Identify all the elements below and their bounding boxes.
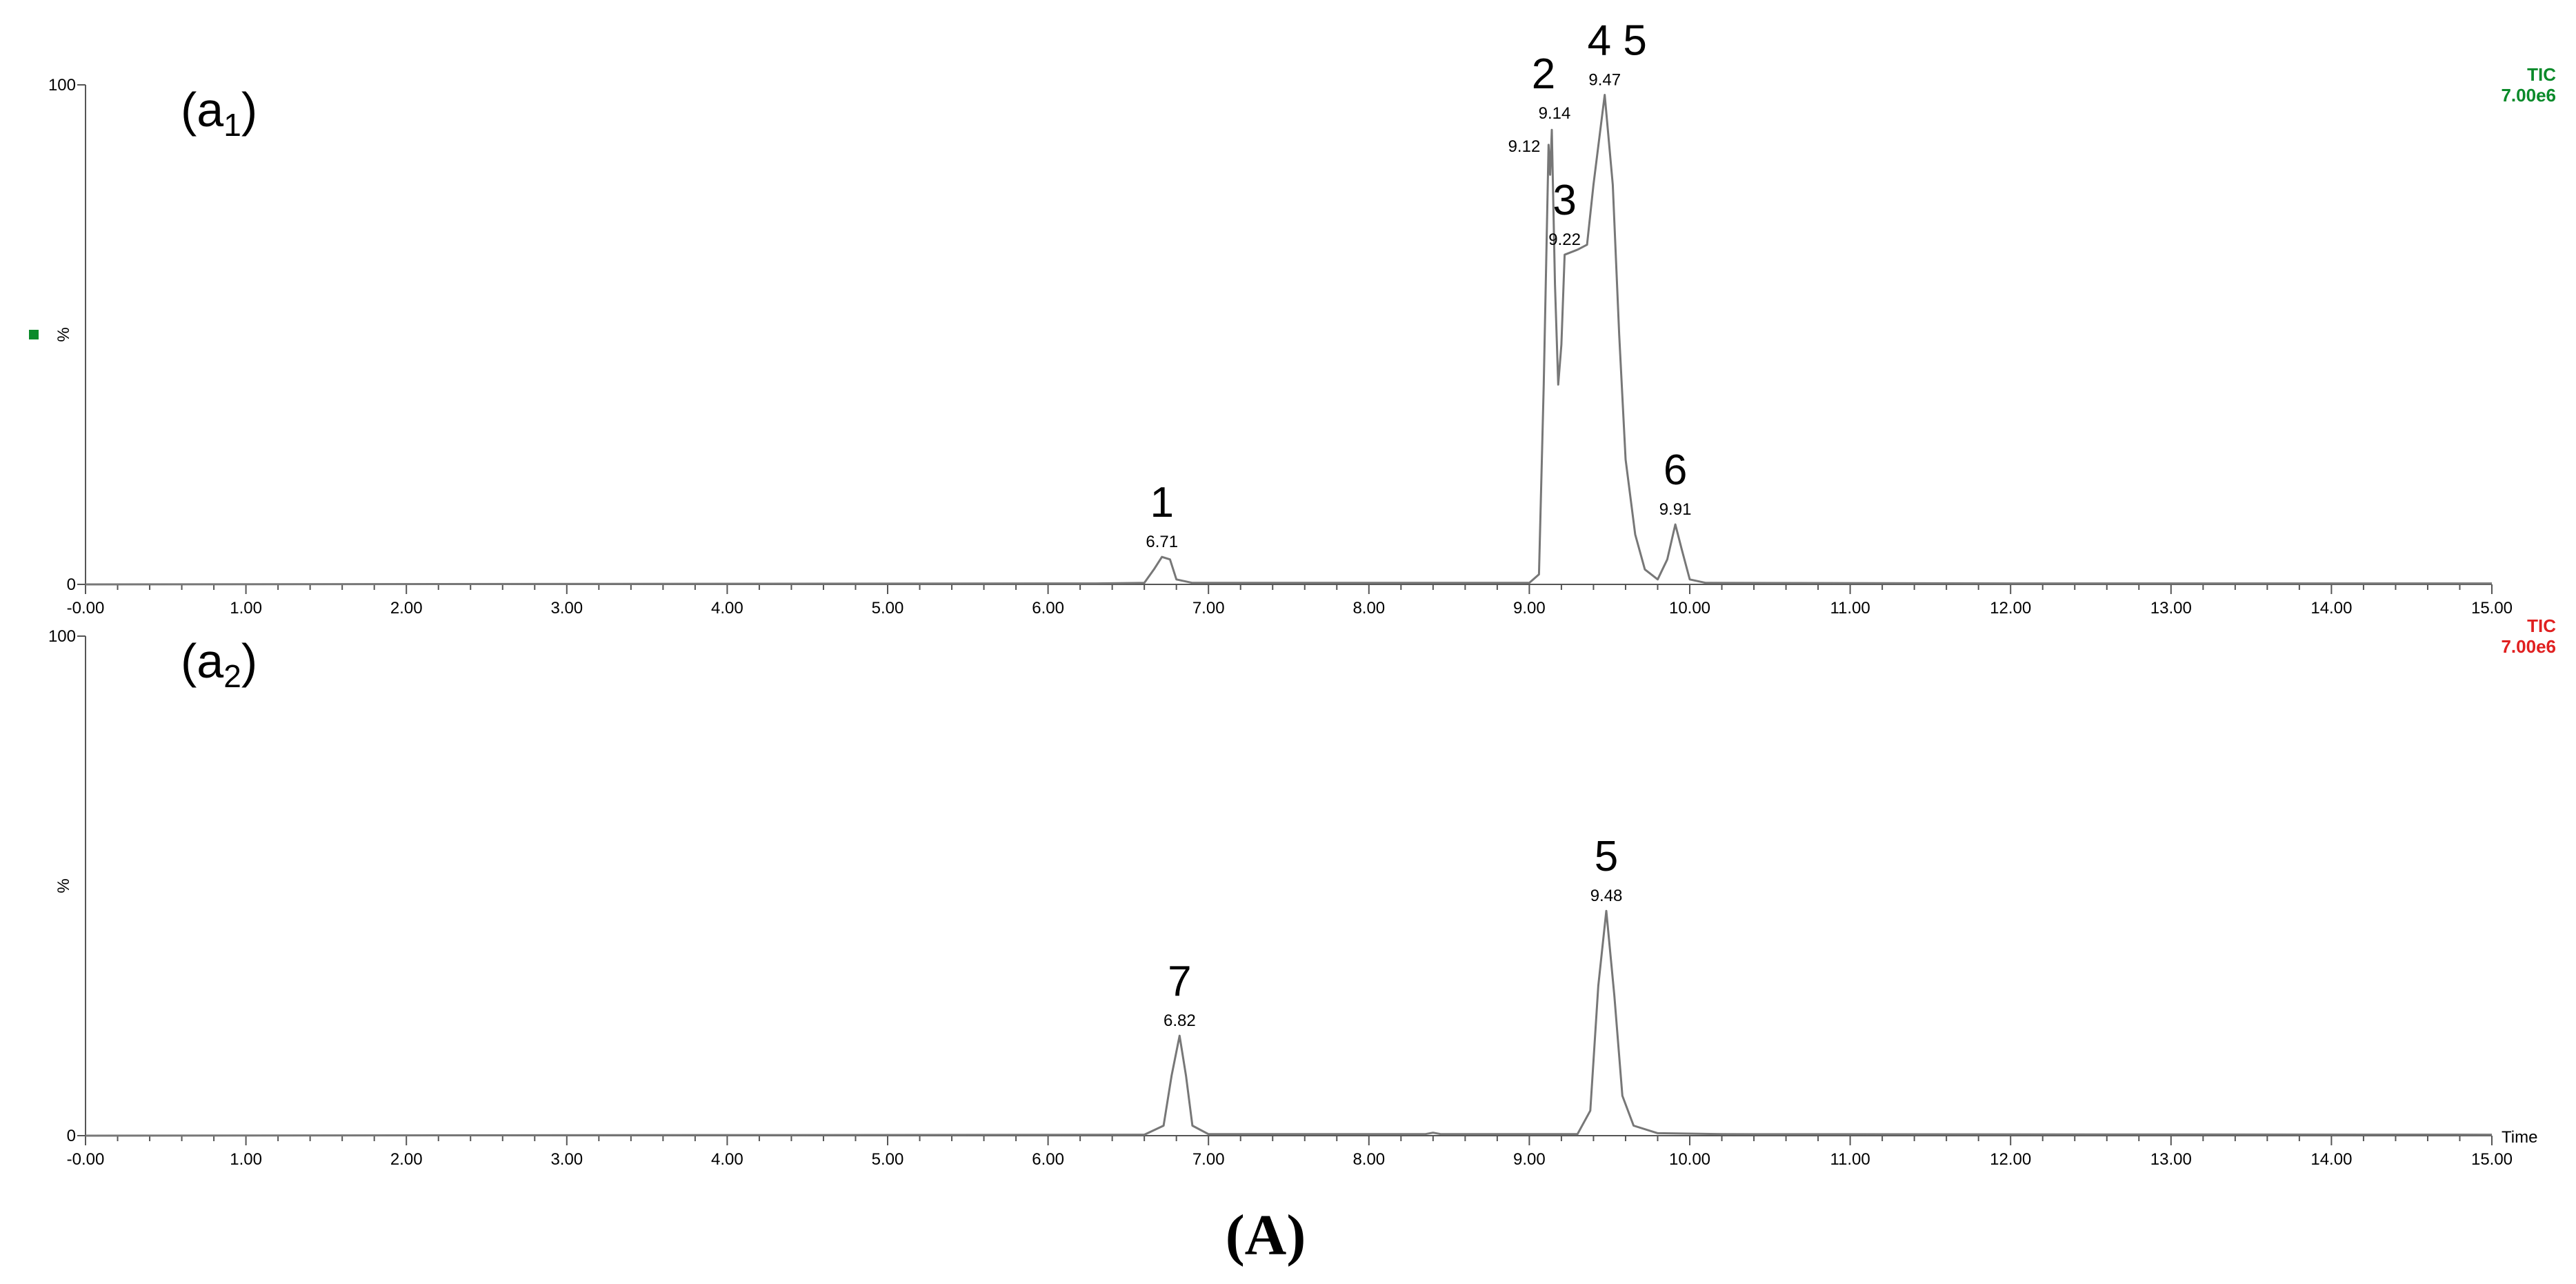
x-tick-label: 1.00 <box>230 1150 262 1169</box>
panel-label: (a1) <box>181 83 257 143</box>
peak-number-label: 1 <box>1150 479 1174 526</box>
trace-color-marker <box>29 330 39 339</box>
x-tick-label: 14.00 <box>2310 1150 2352 1169</box>
y-tick-label: 0 <box>67 575 76 594</box>
peak-retention-label: 9.14 <box>1539 104 1571 123</box>
chromatogram-panel-a2: 100 0% -0.00 1.00 2.00 3.00 4.00 5.00 6.00 7.00 8.… <box>48 615 2556 1169</box>
y-tick-label: 100 <box>48 76 76 95</box>
x-tick-label: 10.00 <box>1669 1150 1710 1169</box>
y-axis-label: % <box>54 327 73 342</box>
x-tick-label: -0.00 <box>67 599 105 618</box>
x-tick-label: 13.00 <box>2150 599 2192 618</box>
x-tick-label: 11.00 <box>1830 599 1870 618</box>
trace-scale-label: 7.00e6 <box>2501 85 2556 106</box>
trace-name-label: TIC <box>2527 615 2556 636</box>
x-tick-label: 15.00 <box>2471 599 2513 618</box>
peak-retention-label: 9.91 <box>1659 500 1692 519</box>
chromatogram-trace <box>85 909 2493 1137</box>
x-tick-label: 14.00 <box>2310 599 2352 618</box>
x-tick-label: 12.00 <box>1990 599 2031 618</box>
x-tick-label: 4.00 <box>711 1150 743 1169</box>
x-tick-label: 4.00 <box>711 599 743 618</box>
peak-retention-label: 9.48 <box>1590 887 1623 905</box>
trace-name-label: TIC <box>2527 64 2556 85</box>
x-tick-label: 3.00 <box>550 1150 583 1169</box>
panel-label: (a2) <box>181 634 257 694</box>
peak-number-label: 6 <box>1664 446 1687 494</box>
y-axis-label: % <box>54 878 73 893</box>
peak-number-label: 5 <box>1595 833 1618 880</box>
x-tick-label: 1.00 <box>230 599 262 618</box>
x-tick-label: 2.00 <box>390 599 423 618</box>
x-tick-label: 11.00 <box>1830 1150 1870 1169</box>
peak-number-label: 2 <box>1532 50 1555 98</box>
chromatogram-panel-a1: 100 0% -0.00 1.00 2.00 3.00 4.00 5.00 6.00 7.00 8.… <box>29 17 2556 618</box>
trace-scale-label: 7.00e6 <box>2501 636 2556 657</box>
x-tick-label: -0.00 <box>67 1150 105 1169</box>
x-tick-label: 5.00 <box>872 599 904 618</box>
x-tick-label: 9.00 <box>1513 1150 1546 1169</box>
peak-number-label: 3 <box>1552 177 1576 224</box>
y-tick-label: 0 <box>67 1127 76 1145</box>
x-tick-label: 2.00 <box>390 1150 423 1169</box>
peak-retention-label: 6.82 <box>1164 1011 1196 1030</box>
x-tick-label: 7.00 <box>1192 599 1225 618</box>
x-tick-label: 8.00 <box>1352 599 1385 618</box>
x-tick-label: 6.00 <box>1032 599 1064 618</box>
x-tick-label: 10.00 <box>1669 599 1710 618</box>
peak-number-label: 4 5 <box>1588 17 1647 64</box>
x-tick-label: 6.00 <box>1032 1150 1064 1169</box>
x-tick-label: 5.00 <box>872 1150 904 1169</box>
chromatogram-trace <box>85 94 2492 586</box>
y-tick-label: 100 <box>48 627 76 646</box>
x-tick-label: 15.00 <box>2471 1150 2513 1169</box>
x-tick-label: 9.00 <box>1513 599 1546 618</box>
x-axis-label: Time <box>2502 1128 2537 1147</box>
x-tick-label: 12.00 <box>1990 1150 2031 1169</box>
x-tick-label: 13.00 <box>2150 1150 2192 1169</box>
peak-retention-label: 9.22 <box>1548 230 1581 249</box>
x-tick-label: 7.00 <box>1192 1150 1225 1169</box>
peak-number-label: 7 <box>1168 958 1191 1005</box>
x-tick-label: 3.00 <box>550 599 583 618</box>
peak-retention-label: 9.47 <box>1588 70 1621 89</box>
x-tick-label: 8.00 <box>1352 1150 1385 1169</box>
figure-caption: (A) <box>1226 1203 1306 1267</box>
peak-retention-label: 9.12 <box>1508 137 1541 156</box>
peak-retention-label: 6.71 <box>1146 533 1178 551</box>
